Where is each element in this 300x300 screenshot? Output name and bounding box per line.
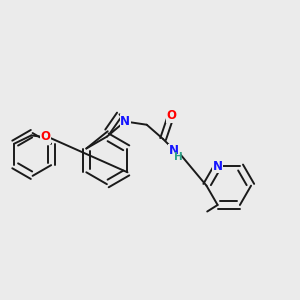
Text: O: O [166, 109, 176, 122]
Text: N: N [120, 115, 130, 128]
Text: O: O [40, 130, 51, 143]
Text: N: N [169, 144, 179, 158]
Text: N: N [213, 160, 223, 173]
Text: H: H [174, 152, 182, 162]
